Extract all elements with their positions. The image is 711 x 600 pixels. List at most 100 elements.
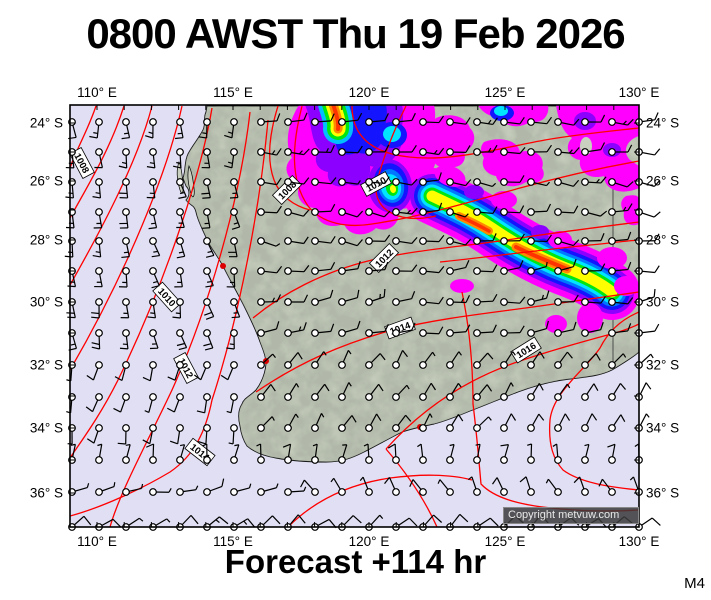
wind-barb	[338, 289, 360, 306]
wind-barb	[284, 208, 310, 217]
station-circle	[203, 148, 211, 156]
station-circle	[284, 329, 292, 337]
station-circle	[608, 267, 616, 275]
wind-barb	[257, 416, 275, 432]
wind-barb	[311, 144, 335, 156]
station-circle	[311, 393, 319, 401]
wind-barb	[284, 322, 307, 337]
wind-barb	[500, 205, 525, 216]
precip-blob	[383, 126, 401, 142]
wind-barb	[338, 444, 348, 464]
station-circle	[176, 424, 184, 432]
wind-barb	[201, 178, 211, 199]
wind-barb	[554, 321, 577, 337]
wind-barb	[311, 236, 336, 245]
station-circle	[95, 424, 103, 432]
lat-label-right: 30° S	[646, 295, 679, 310]
station-circle	[122, 298, 130, 306]
station-circle	[257, 329, 265, 337]
station-circle	[230, 329, 238, 337]
wind-barb	[145, 443, 157, 464]
station-circle	[365, 148, 373, 156]
station-circle	[284, 488, 292, 496]
station-circle	[338, 456, 346, 464]
wind-barb	[122, 483, 144, 496]
wind-barb	[635, 208, 661, 218]
wind-barb	[330, 477, 346, 496]
wind-barb	[581, 321, 604, 337]
station-circle	[500, 361, 508, 369]
wind-barb	[419, 382, 436, 401]
wind-barb	[257, 321, 280, 337]
wind-barb	[203, 478, 225, 496]
station-circle	[527, 329, 535, 337]
station-circle	[419, 267, 427, 275]
station-circle	[311, 208, 319, 216]
wind-barb	[113, 393, 130, 413]
station-circle	[554, 393, 562, 401]
lat-label-left: 26° S	[30, 174, 63, 189]
station-circle	[203, 488, 211, 496]
station-circle	[554, 208, 562, 216]
wind-barb	[581, 232, 605, 245]
wind-barb	[311, 413, 325, 432]
wind-barb	[419, 115, 445, 126]
station-circle	[554, 148, 562, 156]
station-circle	[203, 329, 211, 337]
station-circle	[473, 361, 481, 369]
wind-barb	[257, 515, 281, 531]
station-circle	[446, 393, 454, 401]
wind-barb	[172, 298, 184, 319]
wind-barb	[419, 265, 445, 275]
lat-label-left: 28° S	[30, 233, 63, 248]
wind-barb	[226, 329, 238, 350]
wind-barb	[114, 361, 130, 382]
station-circle	[419, 178, 427, 186]
station-circle	[311, 148, 319, 156]
wind-barb	[363, 443, 373, 464]
station-circle	[203, 178, 211, 186]
wind-barb	[554, 258, 577, 275]
wind-barb	[365, 261, 389, 275]
wind-barb	[392, 414, 412, 432]
station-circle	[500, 298, 508, 306]
town-dot	[220, 263, 226, 269]
station-circle	[527, 237, 535, 245]
station-circle	[122, 237, 130, 245]
wind-barb	[581, 114, 606, 126]
station-circle	[338, 361, 346, 369]
station-circle	[149, 237, 157, 245]
station-circle	[284, 148, 292, 156]
station-circle	[284, 393, 292, 401]
station-circle	[473, 237, 481, 245]
station-circle	[392, 329, 400, 337]
station-circle	[392, 393, 400, 401]
wind-barb	[284, 413, 299, 432]
wind-barb	[473, 206, 498, 216]
wind-barb	[229, 178, 239, 199]
lon-label-bottom: 130° E	[619, 534, 660, 549]
station-circle	[608, 298, 616, 306]
lat-label-left: 30° S	[30, 295, 63, 310]
station-circle	[446, 208, 454, 216]
wind-barb	[365, 208, 391, 218]
station-circle	[203, 298, 211, 306]
wind-barb	[608, 178, 634, 188]
station-circle	[122, 118, 130, 126]
wind-barb	[419, 172, 442, 186]
model-label: M4	[684, 575, 705, 592]
station-circle	[176, 456, 184, 464]
station-circle	[176, 393, 184, 401]
wind-barb	[118, 148, 130, 169]
station-circle	[203, 208, 211, 216]
precip-blob	[450, 279, 474, 293]
wind-barb	[365, 234, 391, 245]
station-circle	[284, 118, 292, 126]
station-circle	[500, 329, 508, 337]
wind-barb	[365, 176, 390, 186]
wind-barb	[257, 353, 276, 369]
wind-barb	[554, 178, 580, 187]
precip-blob	[494, 106, 508, 116]
